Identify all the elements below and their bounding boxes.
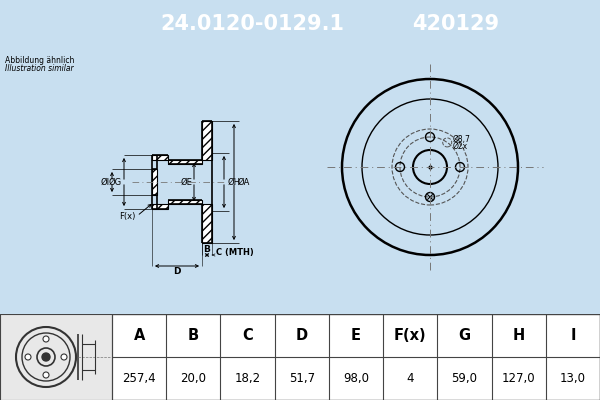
Text: Ø8,7: Ø8,7	[453, 135, 470, 144]
Text: I: I	[570, 328, 575, 343]
Text: ØE: ØE	[180, 178, 192, 186]
Text: C (MTH): C (MTH)	[216, 248, 254, 258]
Text: ØA: ØA	[238, 178, 250, 186]
Text: D: D	[173, 267, 181, 276]
Text: D: D	[296, 328, 308, 343]
Text: 4: 4	[406, 372, 414, 385]
Text: Illustration similar: Illustration similar	[5, 64, 74, 73]
Text: 13,0: 13,0	[560, 372, 586, 385]
Polygon shape	[152, 155, 168, 160]
Circle shape	[43, 336, 49, 342]
Circle shape	[43, 372, 49, 378]
Text: 20,0: 20,0	[181, 372, 206, 385]
Text: 127,0: 127,0	[502, 372, 535, 385]
Text: B: B	[203, 245, 211, 254]
Text: ØI: ØI	[101, 178, 110, 186]
Text: 18,2: 18,2	[235, 372, 260, 385]
Text: G: G	[458, 328, 470, 343]
Text: Abbildung ähnlich: Abbildung ähnlich	[5, 56, 74, 65]
Text: Ø2x: Ø2x	[453, 142, 468, 151]
Text: 98,0: 98,0	[343, 372, 369, 385]
Text: E: E	[351, 328, 361, 343]
Text: B: B	[188, 328, 199, 343]
Polygon shape	[152, 169, 157, 195]
Text: F(x): F(x)	[394, 328, 427, 343]
Polygon shape	[168, 200, 202, 204]
Polygon shape	[152, 204, 168, 209]
Circle shape	[61, 354, 67, 360]
Text: 24.0120-0129.1: 24.0120-0129.1	[160, 14, 344, 34]
Text: 59,0: 59,0	[451, 372, 478, 385]
Text: 51,7: 51,7	[289, 372, 315, 385]
Text: 420129: 420129	[412, 14, 500, 34]
Text: ØH: ØH	[228, 178, 241, 186]
Text: C: C	[242, 328, 253, 343]
Text: 257,4: 257,4	[122, 372, 156, 385]
Text: F(x): F(x)	[119, 212, 136, 220]
Polygon shape	[202, 121, 212, 160]
Bar	[0, 314, 112, 400]
Circle shape	[42, 353, 50, 361]
Text: H: H	[512, 328, 525, 343]
Circle shape	[25, 354, 31, 360]
Text: A: A	[133, 328, 145, 343]
Polygon shape	[202, 204, 212, 243]
Text: ØG: ØG	[109, 178, 122, 186]
Polygon shape	[168, 160, 202, 164]
